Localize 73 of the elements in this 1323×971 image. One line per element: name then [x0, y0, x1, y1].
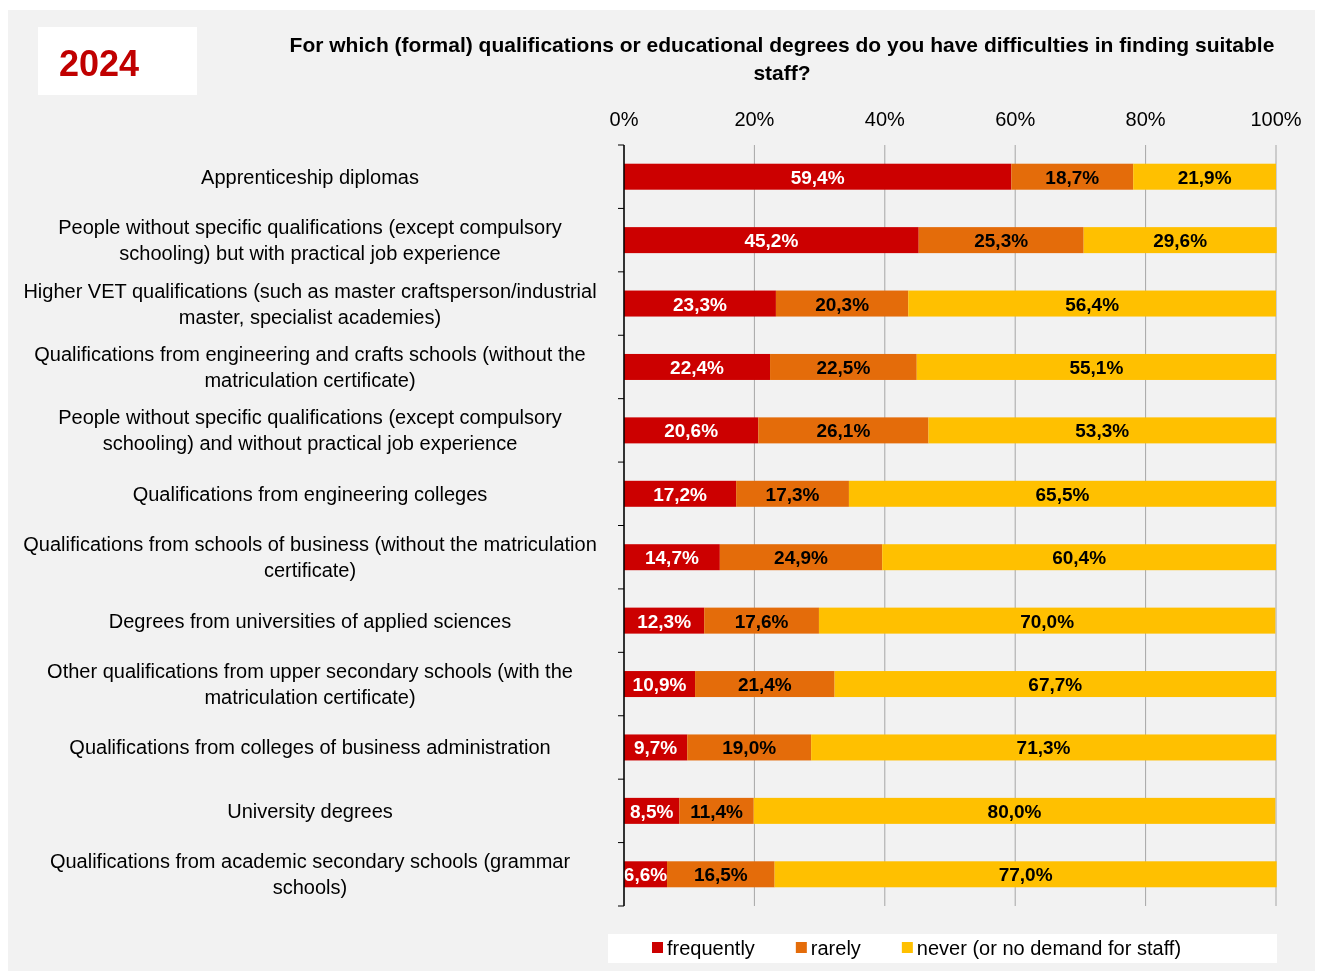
y-tick-label: People without specific qualifications (except compulsory schooling) and without practical job experience: [58, 406, 562, 455]
data-label: 8,5%: [630, 800, 674, 822]
legend-label: never (or no demand for staff): [916, 937, 1182, 959]
data-label: 10,9%: [632, 674, 687, 696]
x-tick-label: 20%: [734, 108, 775, 130]
bar: [918, 227, 1084, 254]
x-tick-label: 60%: [995, 108, 1036, 130]
data-label: 59,4%: [790, 166, 845, 188]
y-tick-label: University degrees: [227, 799, 393, 822]
bar: [882, 544, 1276, 571]
x-tick-label: 0%: [609, 108, 639, 130]
data-label: 17,2%: [653, 483, 708, 505]
chart-title: For which (formal) qualifications or educational degrees do you have difficulties in finding suitable staff?: [289, 33, 1275, 84]
bar: [774, 861, 1277, 888]
data-label: 17,3%: [765, 483, 820, 505]
y-tick-label: Qualifications from academic secondary schools (grammar schools): [49, 850, 571, 899]
data-label: 20,3%: [815, 293, 870, 315]
bar: [818, 607, 1276, 634]
bar: [848, 480, 1276, 507]
data-label: 19,0%: [722, 737, 777, 759]
bar: [624, 227, 919, 254]
bar: [834, 671, 1276, 698]
data-label: 9,7%: [633, 737, 678, 759]
bar: [811, 734, 1276, 761]
bar: [1083, 227, 1277, 254]
data-label: 17,6%: [734, 610, 789, 632]
data-label: 22,4%: [670, 356, 725, 378]
data-label: 45,2%: [744, 230, 799, 252]
data-label: 71,3%: [1016, 737, 1071, 759]
data-label: 16,5%: [693, 864, 748, 886]
bar: [908, 290, 1276, 317]
data-label: 56,4%: [1065, 293, 1120, 315]
y-tick-label: Qualifications from colleges of business administration: [69, 736, 551, 759]
text: 2024: [58, 43, 140, 84]
data-label: 60,4%: [1052, 547, 1107, 569]
y-tick-label: Higher VET qualifications (such as master craftsperson/industrial master, specialist academies): [23, 279, 597, 328]
data-label: 70,0%: [1020, 610, 1075, 632]
data-label: 22,5%: [816, 356, 871, 378]
data-label: 65,5%: [1035, 483, 1090, 505]
data-label: 29,6%: [1153, 230, 1208, 252]
x-tick-label: 100%: [1250, 108, 1302, 130]
y-tick-label: Qualifications from engineering and crafts schools (without the matriculation certificate): [34, 342, 586, 391]
bar: [758, 417, 929, 444]
data-label: 18,7%: [1045, 166, 1100, 188]
y-tick-label: Degrees from universities of applied sciences: [108, 609, 512, 632]
y-tick-label: Other qualifications from upper secondary schools (with the matriculation certificate): [47, 660, 573, 709]
data-label: 80,0%: [987, 800, 1042, 822]
data-label: 25,3%: [974, 230, 1029, 252]
x-tick-label: 40%: [864, 108, 906, 130]
data-label: 21,9%: [1177, 166, 1232, 188]
legend-label: frequently: [667, 937, 755, 959]
y-tick-label: Apprenticeship diplomas: [201, 165, 419, 188]
bar: [624, 163, 1012, 190]
y-tick-label: Qualifications from engineering colleges: [132, 482, 488, 505]
data-label: 24,9%: [774, 547, 829, 569]
legend-label: rarely: [810, 937, 861, 959]
data-label: 12,3%: [637, 610, 692, 632]
bar: [753, 797, 1276, 824]
data-label: 77,0%: [998, 864, 1053, 886]
y-tick-label: People without specific qualifications (except compulsory schooling) but with practical job experience: [58, 216, 562, 265]
x-tick-label: 80%: [1125, 108, 1166, 130]
data-label: 14,7%: [644, 547, 699, 569]
bar: [916, 353, 1276, 380]
bar: [928, 417, 1276, 444]
data-label: 67,7%: [1028, 674, 1083, 696]
data-label: 53,3%: [1075, 420, 1130, 442]
data-label: 26,1%: [816, 420, 871, 442]
data-label: 11,4%: [690, 800, 744, 822]
data-label: 20,6%: [664, 420, 719, 442]
data-label: 21,4%: [737, 674, 792, 696]
data-label: 23,3%: [673, 293, 727, 315]
data-label: 55,1%: [1069, 356, 1124, 378]
y-tick-label: Qualifications from schools of business (without the matriculation certificate): [23, 533, 597, 582]
